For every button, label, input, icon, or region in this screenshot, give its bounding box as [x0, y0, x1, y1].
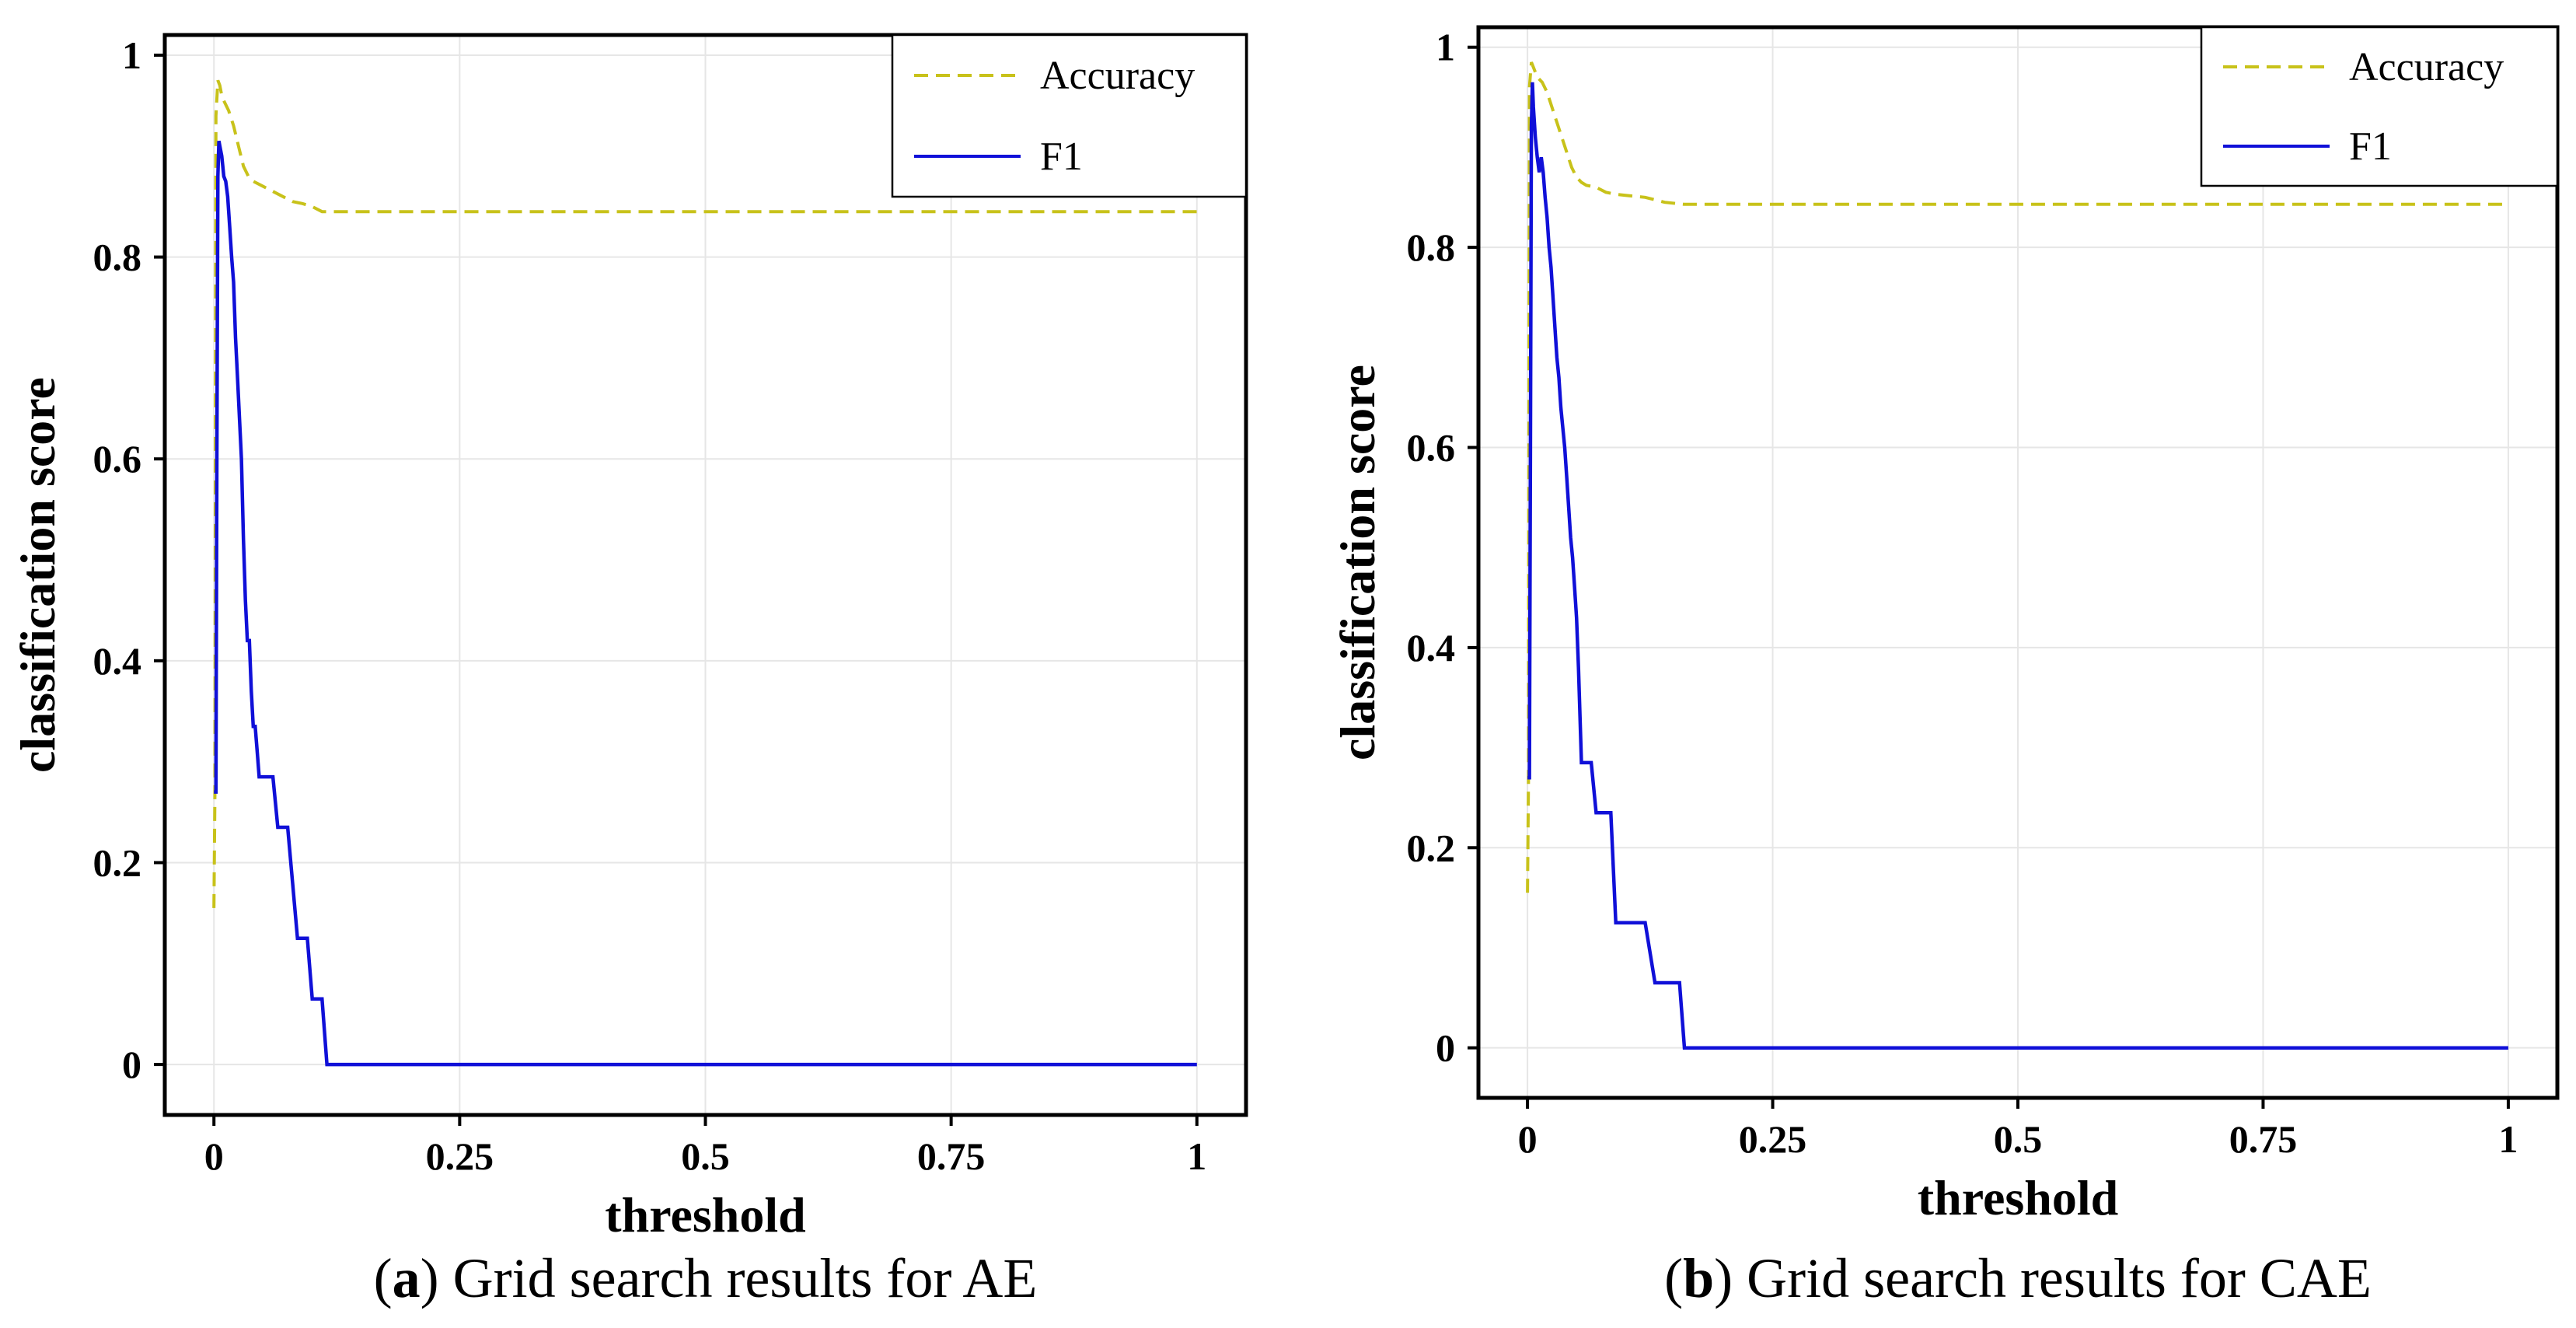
x-tick-label: 0 [204, 1134, 224, 1178]
x-axis-label: threshold [1918, 1170, 2118, 1225]
legend-label-accuracy: Accuracy [2349, 45, 2504, 89]
y-tick-label: 0.2 [1407, 826, 1456, 869]
caption-paren-open: ( [374, 1247, 393, 1309]
x-tick-label: 0.25 [1739, 1117, 1807, 1161]
chart-ae: 0 0.25 0.5 0.75 1 0 0.2 0.4 0.6 0.8 1 threshold clas… [10, 33, 1248, 1309]
caption-paren-close: ) [1714, 1247, 1747, 1309]
caption-letter: b [1683, 1247, 1714, 1309]
x-tick-label: 0.5 [681, 1134, 730, 1178]
legend-box [2200, 26, 2559, 187]
x-tick-label: 0.25 [426, 1134, 494, 1178]
caption-text: Grid search results for AE [453, 1247, 1038, 1309]
caption-text: Grid search results for CAE [1747, 1247, 2372, 1309]
legend-label-accuracy: Accuracy [1040, 54, 1195, 98]
x-tick-label: 0.75 [2229, 1117, 2298, 1161]
caption-paren-close: ) [421, 1247, 453, 1309]
caption: (b) Grid search results for CAE [1664, 1247, 2372, 1309]
series-line-f1 [1527, 82, 2508, 1050]
y-axis-label: classification score [10, 377, 65, 773]
series-line-accuracy [1526, 61, 2508, 893]
legend-label-f1: F1 [1040, 135, 1083, 179]
y-axis-label: classification score [1330, 365, 1385, 760]
y-tick-label: 0.4 [1407, 626, 1456, 669]
x-tick-label: 0 [1518, 1117, 1538, 1161]
y-tick-label: 0.6 [1407, 426, 1456, 470]
x-tick-label: 0.5 [1994, 1117, 2043, 1161]
legend-label-f1: F1 [2349, 124, 2392, 169]
x-axis-label: threshold [605, 1187, 805, 1242]
y-tick-label: 1 [122, 33, 141, 77]
y-tick-label: 1 [1436, 26, 1455, 69]
y-tick-label: 0.2 [93, 840, 142, 884]
legend-box [891, 33, 1248, 198]
y-tick-label: 0.8 [1407, 225, 1456, 269]
caption: (a) Grid search results for AE [374, 1247, 1038, 1309]
y-tick-label: 0.6 [93, 437, 142, 481]
x-tick-label: 0.75 [917, 1134, 986, 1178]
legend: Accuracy F1 [891, 33, 1248, 198]
legend: Accuracy F1 [2200, 26, 2559, 187]
y-tick-label: 0.8 [93, 236, 142, 279]
series-line-accuracy [212, 79, 1197, 908]
caption-paren-open: ( [1664, 1247, 1683, 1309]
y-tick-label: 0.4 [93, 639, 142, 683]
y-tick-label: 0 [122, 1043, 141, 1086]
x-tick-label: 1 [2498, 1117, 2518, 1161]
chart-cae: 0 0.25 0.5 0.75 1 0 0.2 0.4 0.6 0.8 1 threshold clas… [1330, 25, 2560, 1309]
series-line-f1 [214, 140, 1197, 1067]
caption-letter: a [393, 1247, 421, 1309]
x-tick-label: 1 [1187, 1134, 1206, 1178]
y-tick-label: 0 [1436, 1026, 1455, 1070]
